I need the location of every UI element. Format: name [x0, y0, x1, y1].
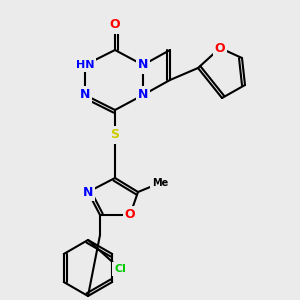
Text: O: O [215, 41, 225, 55]
Text: O: O [110, 19, 120, 32]
Text: HN: HN [76, 60, 94, 70]
Text: S: S [110, 128, 119, 142]
Text: N: N [138, 88, 148, 101]
Text: N: N [138, 58, 148, 71]
Text: N: N [80, 88, 90, 101]
Text: Me: Me [152, 178, 168, 188]
Text: O: O [125, 208, 135, 221]
Text: Cl: Cl [114, 264, 126, 274]
Text: N: N [83, 185, 93, 199]
